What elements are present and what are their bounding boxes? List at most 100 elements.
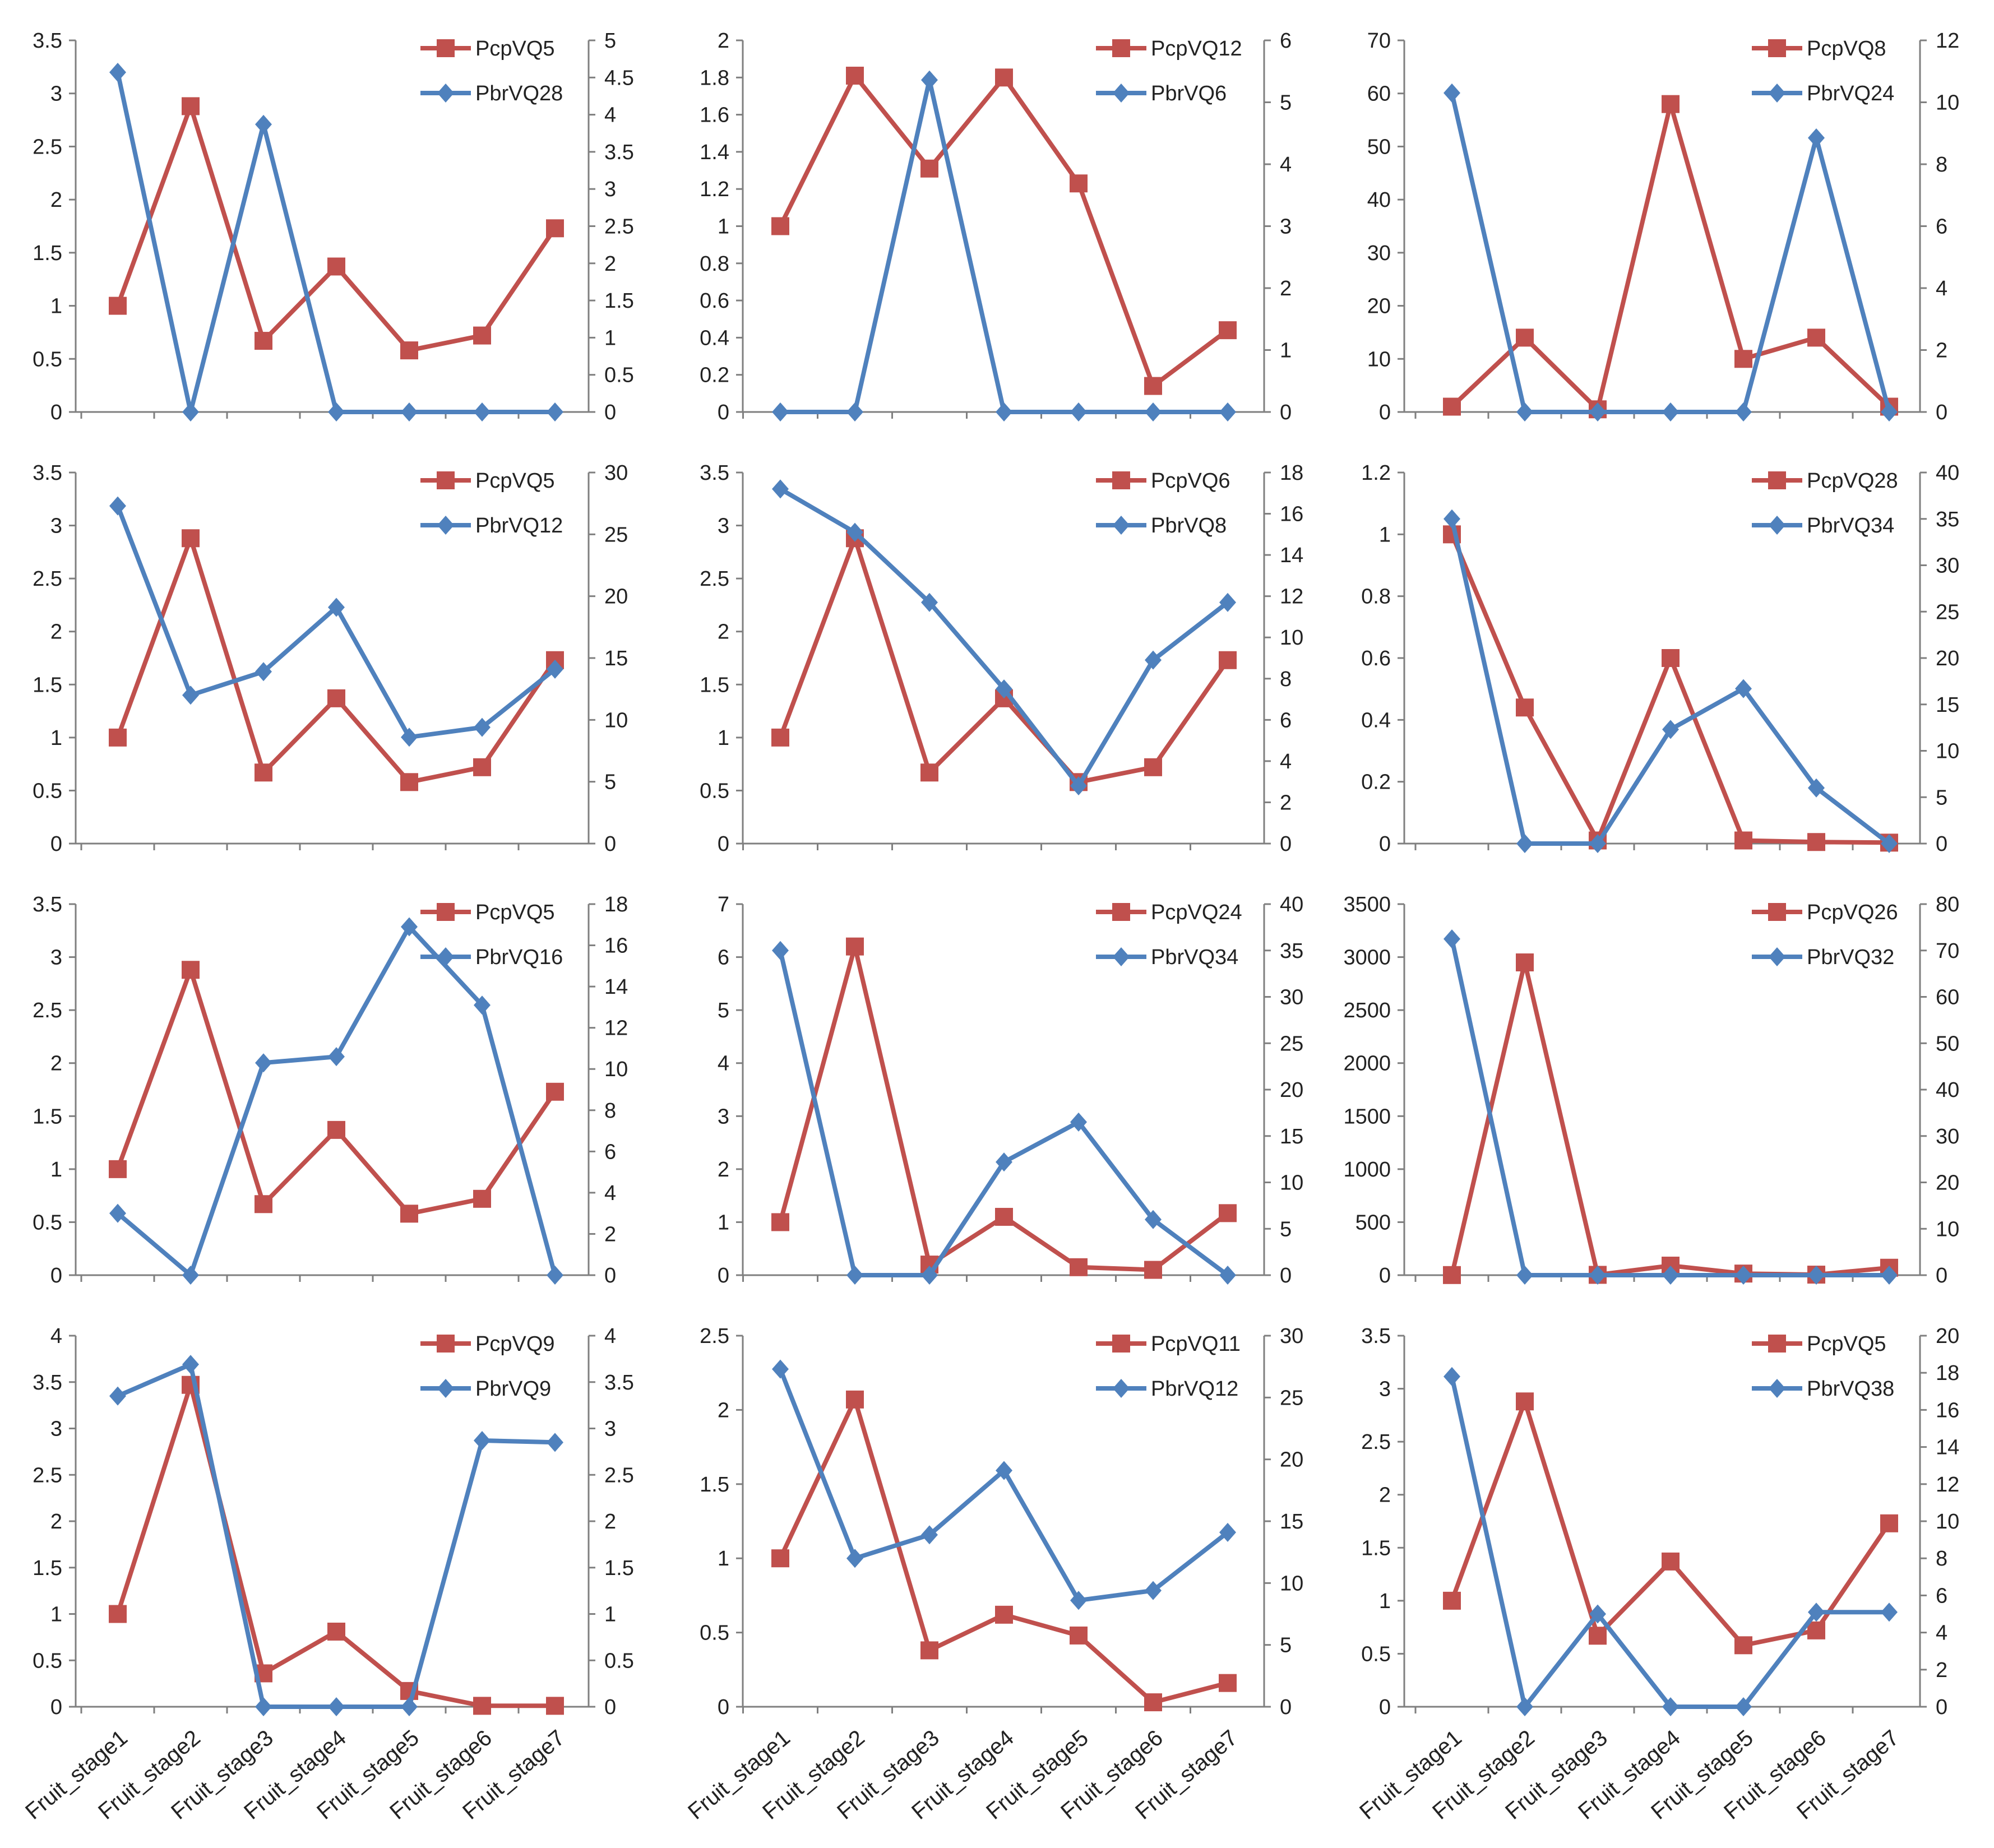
data-point-PbrVQ8-6 [1145,650,1162,670]
y-tick-label: 2 [50,620,62,644]
legend-marker-PcpVQ5 [1768,1335,1786,1353]
data-point-PbrVQ16-5 [401,917,418,937]
legend-marker-PbrVQ12 [437,516,454,535]
y-tick-label: 1.2 [700,178,729,201]
y2-tick-label: 15 [604,647,628,670]
legend-marker-PbrVQ34 [1769,516,1785,535]
legend-marker-PcpVQ9 [437,1335,455,1353]
y2-tick-label: 40 [1280,893,1303,916]
y-tick-label: 2.5 [33,1463,62,1487]
data-point-PbrVQ28-3 [255,114,272,134]
data-point-PcpVQ11-1 [771,1549,789,1568]
legend-label-PbrVQ6: PbrVQ6 [1151,82,1227,105]
y-tick-label: 3.5 [33,893,62,916]
data-point-PbrVQ12-3 [255,662,272,682]
data-point-PcpVQ5-5 [1734,1636,1752,1655]
data-point-PbrVQ16-1 [109,1203,126,1223]
y2-tick-label: 0 [1280,1264,1292,1287]
y-tick-label: 1 [1379,523,1391,546]
legend-label-PcpVQ11: PcpVQ11 [1151,1332,1241,1356]
data-point-PcpVQ12-1 [771,217,789,235]
data-point-PbrVQ12-4 [328,598,345,617]
y2-tick-label: 4 [604,104,616,127]
data-point-PcpVQ6-7 [1219,651,1237,669]
data-point-PbrVQ12-7 [547,659,563,679]
y-tick-label: 0 [50,1264,62,1287]
y-tick-label: 2 [718,1398,729,1422]
y-tick-label: 2 [718,1158,729,1182]
y2-tick-label: 4 [1936,1622,1947,1645]
data-point-PcpVQ24-2 [846,937,864,956]
data-point-PcpVQ5-3 [1589,1627,1607,1645]
chart-panel-1: 0 0.5 1 1.5 2 2.5 3 3.5 0 0.5 1 1.5 2 2.5 3 3.5 4 4.5 5 Pcp… [33,29,634,424]
data-point-PcpVQ8-2 [1516,328,1534,347]
y2-tick-label: 0 [1936,1264,1947,1287]
y2-tick-label: 2 [604,1510,616,1534]
series-line-PbrVQ16 [116,924,557,1277]
y-tick-label: 3.5 [33,1371,62,1395]
y2-tick-label: 12 [1936,1473,1959,1497]
data-point-PcpVQ5-6 [473,326,491,345]
y-tick-label: 4 [718,1052,729,1076]
chart-panel-3: 0 10 20 30 40 50 60 70 0 2 4 6 8 10 12 PcpVQ8 PbrVQ24 [1367,29,1960,424]
y-tick-label: 4 [50,1324,62,1348]
data-point-PbrVQ38-4 [1662,1697,1679,1716]
y2-tick-label: 20 [604,585,628,609]
data-point-PbrVQ34-4 [1662,720,1679,739]
series-line-PcpVQ9 [115,1382,555,1708]
data-point-PbrVQ12-5 [401,728,418,747]
data-point-PcpVQ6-6 [1144,758,1162,776]
data-point-PbrVQ38-5 [1735,1697,1752,1716]
y2-tick-label: 3.5 [604,1371,634,1395]
y2-tick-label: 3 [1280,215,1292,239]
y-tick-label: 0.2 [700,364,729,387]
y2-tick-label: 8 [1936,1547,1947,1571]
legend-label-PbrVQ34: PbrVQ34 [1807,514,1894,538]
y-tick-label: 2.5 [700,1324,729,1348]
y2-tick-label: 25 [1280,1386,1303,1410]
y-tick-label: 10 [1367,348,1391,371]
y-tick-label: 1.2 [1361,461,1391,485]
y2-tick-label: 10 [1280,1171,1303,1195]
series-line-PcpVQ8 [1450,101,1891,412]
data-point-PbrVQ28-4 [328,402,345,422]
data-point-PbrVQ34-3 [1589,834,1606,853]
data-point-PcpVQ5-4 [327,257,345,276]
y2-tick-label: 14 [1936,1436,1959,1460]
data-point-PbrVQ16-4 [328,1047,345,1067]
y-tick-label: 1.4 [700,141,729,164]
y2-tick-label: 4 [604,1182,616,1205]
y-tick-label: 0 [1379,832,1391,856]
y2-tick-label: 20 [1936,647,1959,670]
y-tick-label: 0.5 [700,779,729,803]
y2-tick-label: 5 [1280,1217,1292,1241]
y-tick-label: 1.5 [700,673,729,697]
data-point-PcpVQ11-2 [846,1390,864,1409]
data-point-PcpVQ26-2 [1516,953,1534,972]
data-point-PbrVQ12-7 [1219,1522,1236,1542]
data-point-PbrVQ24-3 [1589,402,1606,422]
data-point-PbrVQ24-5 [1735,402,1752,422]
data-point-PcpVQ5-5 [400,341,418,360]
y2-tick-label: 25 [1280,1032,1303,1055]
y2-tick-label: 1 [1280,339,1292,363]
legend-marker-PcpVQ5 [437,903,455,921]
y2-tick-label: 3.5 [604,141,634,164]
y-tick-label: 0 [718,401,729,424]
data-point-PcpVQ5-2 [182,961,200,979]
y-tick-label: 0.5 [33,1649,62,1673]
data-point-PbrVQ6-2 [846,402,863,422]
y2-tick-label: 4.5 [604,66,634,90]
y2-tick-label: 40 [1936,461,1959,485]
chart-panel-5: 0 0.5 1 1.5 2 2.5 3 3.5 0 2 4 6 8 10 12 14 16 18 PcpVQ6 Pbr… [700,461,1303,856]
data-point-PcpVQ11-6 [1144,1693,1162,1712]
data-point-PbrVQ32-7 [1881,1266,1898,1285]
y-tick-label: 0 [1379,1696,1391,1719]
y2-tick-label: 20 [1280,1078,1303,1102]
data-point-PcpVQ5-2 [182,529,200,548]
y2-tick-label: 18 [604,893,628,916]
data-point-PcpVQ5-3 [255,1195,272,1214]
y-tick-label: 1.5 [700,1473,729,1497]
data-point-PbrVQ34-6 [1808,778,1825,798]
data-point-PcpVQ26-1 [1443,1266,1461,1284]
